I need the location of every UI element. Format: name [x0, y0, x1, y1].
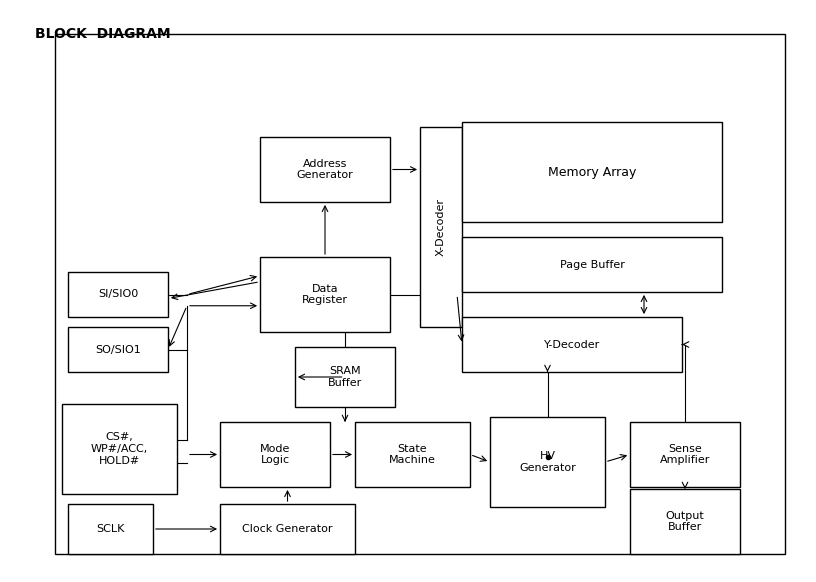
Text: Data
Register: Data Register [302, 283, 348, 306]
Bar [462, 317, 682, 372]
Bar [68, 504, 153, 554]
Bar [630, 422, 740, 487]
Bar [355, 422, 470, 487]
Bar [62, 404, 177, 494]
Text: X-Decoder: X-Decoder [436, 198, 446, 256]
Text: Sense
Amplifier: Sense Amplifier [660, 443, 710, 465]
Text: SCLK: SCLK [96, 524, 125, 534]
Bar [260, 257, 390, 332]
Text: SI/SIO0: SI/SIO0 [98, 289, 138, 300]
Bar [630, 489, 740, 554]
Bar [220, 504, 355, 554]
Bar [295, 347, 395, 407]
Text: Memory Array: Memory Array [548, 165, 636, 179]
Bar [68, 272, 168, 317]
Text: CS#,
WP#/ACC,
HOLD#: CS#, WP#/ACC, HOLD# [91, 432, 149, 466]
Text: Page Buffer: Page Buffer [560, 260, 624, 269]
Bar [68, 327, 168, 372]
Text: Address
Generator: Address Generator [297, 159, 353, 180]
Bar [220, 422, 330, 487]
Bar [420, 127, 462, 327]
Bar [462, 122, 722, 222]
Text: Output
Buffer: Output Buffer [666, 510, 704, 533]
Bar [462, 237, 722, 292]
Bar [490, 417, 605, 507]
Text: Clock Generator: Clock Generator [242, 524, 333, 534]
Bar [55, 34, 785, 554]
Text: SRAM
Buffer: SRAM Buffer [328, 366, 362, 388]
Text: State
Machine: State Machine [389, 443, 436, 465]
Text: Y-Decoder: Y-Decoder [544, 339, 600, 350]
Bar [260, 137, 390, 202]
Text: Mode
Logic: Mode Logic [259, 443, 290, 465]
Text: SO/SIO1: SO/SIO1 [95, 345, 141, 354]
Text: BLOCK  DIAGRAM: BLOCK DIAGRAM [35, 27, 171, 41]
Text: HV
Generator: HV Generator [519, 451, 576, 473]
